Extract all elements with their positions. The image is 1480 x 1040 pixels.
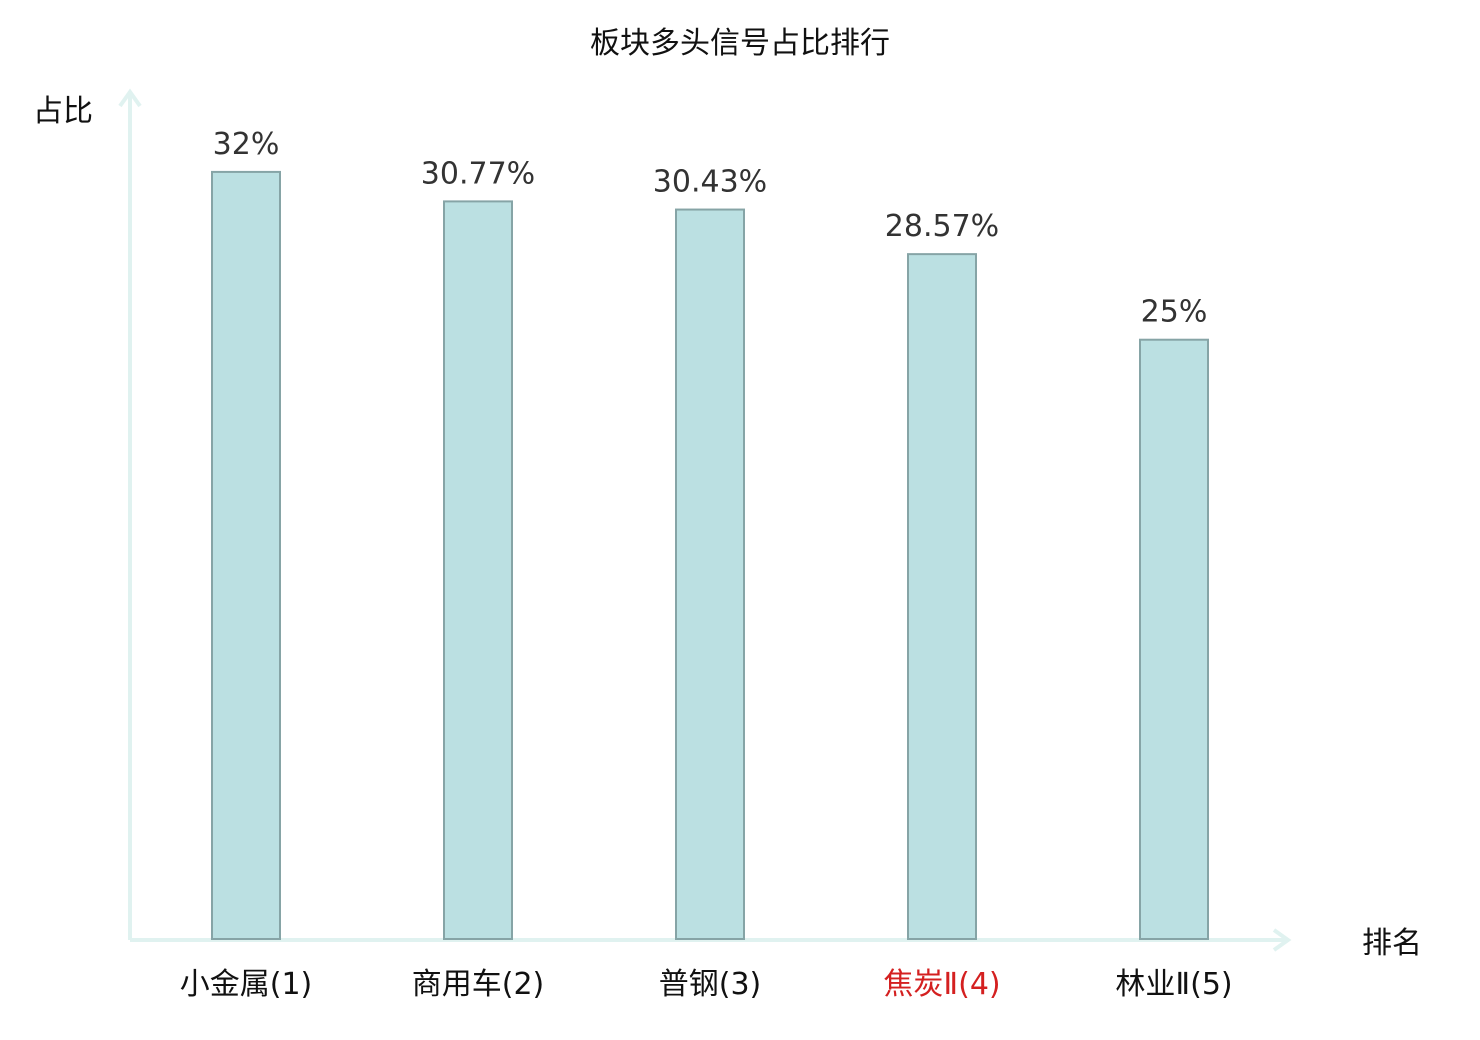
category-label-4: 焦炭Ⅱ(4): [883, 967, 1000, 1002]
value-label-4: 28.57%: [885, 209, 999, 244]
bar-5: [1139, 338, 1209, 940]
category-label-2: 商用车(2): [412, 967, 545, 1002]
category-label-5: 林业Ⅱ(5): [1115, 967, 1232, 1002]
y-axis: [118, 88, 142, 940]
value-label-1: 32%: [213, 127, 280, 162]
category-label-1: 小金属(1): [180, 967, 313, 1002]
value-label-3: 30.43%: [653, 165, 767, 200]
category-labels-group: 小金属(1) 商用车(2) 普钢(3) 焦炭Ⅱ(4) 林业Ⅱ(5): [180, 967, 1233, 1002]
bar-2: [443, 200, 513, 940]
value-labels-group: 32% 30.77% 30.43% 28.57% 25%: [213, 127, 1208, 330]
value-label-5: 25%: [1141, 295, 1208, 330]
value-label-2: 30.77%: [421, 156, 535, 191]
y-axis-label: 占比: [33, 94, 93, 129]
bar-1: [211, 170, 281, 940]
bars-group: [211, 170, 1209, 940]
x-axis-label: 排名: [1362, 926, 1422, 961]
bar-3: [675, 208, 745, 940]
bar-4: [907, 253, 977, 940]
chart-title: 板块多头信号占比排行: [590, 26, 890, 61]
category-label-3: 普钢(3): [659, 967, 762, 1002]
